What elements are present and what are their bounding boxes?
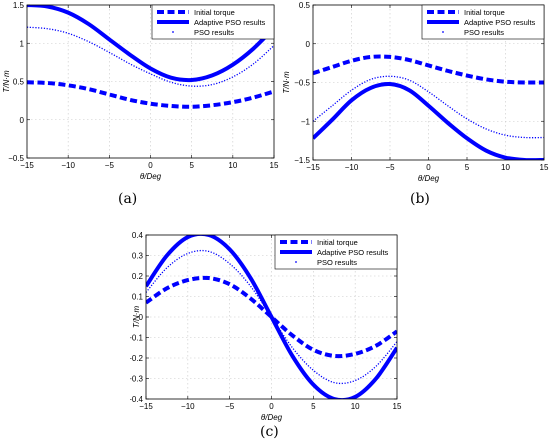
y-axis-label: T/N·m — [2, 70, 11, 93]
y-tick-label: 0.5 — [13, 78, 25, 87]
legend-label: Adaptive PSO results — [194, 18, 266, 27]
y-tick-label: 1 — [20, 39, 25, 48]
legend-label: Initial torque — [317, 238, 358, 247]
x-axis-label: θ/Deg — [418, 174, 440, 183]
x-tick-label: −10 — [345, 163, 359, 172]
y-tick-label: 1.5 — [13, 1, 25, 10]
x-tick-label: −5 — [105, 161, 115, 170]
series-line — [146, 275, 397, 359]
x-tick-label: 15 — [540, 163, 549, 172]
x-tick-label: 5 — [311, 402, 316, 411]
series-line — [27, 5, 274, 83]
legend-label: PSO results — [194, 28, 234, 37]
y-tick-label: 0.4 — [132, 231, 144, 240]
x-tick-label: 5 — [189, 161, 194, 170]
x-tick-label: −15 — [20, 161, 34, 170]
x-axis-label: θ/Deg — [140, 172, 162, 181]
x-axis-label: θ/Deg — [261, 413, 283, 422]
y-axis-label: T/N·m — [282, 71, 291, 94]
y-tick-label: −0.3 — [130, 375, 144, 384]
y-tick-label: −0.4 — [130, 395, 144, 404]
plot-frame — [26, 4, 275, 159]
panel-caption-b: (b) — [410, 191, 430, 207]
legend-marker — [172, 31, 174, 33]
y-tick-label: 0 — [20, 116, 25, 125]
legend-label: Initial torque — [194, 8, 235, 17]
y-tick-label: −0.1 — [130, 334, 144, 343]
x-tick-label: 15 — [393, 402, 402, 411]
x-tick-label: −5 — [385, 163, 395, 172]
series-line — [313, 54, 544, 85]
y-tick-label: 0.1 — [132, 293, 144, 302]
panel-caption-c: (c) — [260, 424, 279, 440]
y-tick-label: 0.5 — [299, 1, 311, 10]
y-tick-label: 0.3 — [132, 252, 144, 261]
legend-label: PSO results — [317, 258, 357, 267]
legend-label: Initial torque — [464, 8, 505, 17]
panel-caption-a: (a) — [118, 191, 138, 207]
x-tick-label: −15 — [139, 402, 153, 411]
legend-marker — [295, 261, 297, 263]
x-tick-label: 0 — [426, 163, 431, 172]
x-tick-label: 5 — [465, 163, 470, 172]
y-axis-label: T/N·m — [132, 306, 141, 329]
x-tick-label: 15 — [270, 161, 279, 170]
y-tick-label: 0.2 — [132, 272, 144, 281]
series-line — [146, 249, 397, 385]
x-tick-label: −10 — [61, 161, 75, 170]
legend-label: PSO results — [464, 28, 504, 37]
x-tick-label: −5 — [225, 402, 235, 411]
series-group — [146, 235, 397, 399]
x-tick-label: 10 — [228, 161, 237, 170]
series-group — [313, 54, 544, 160]
legend-label: Adaptive PSO results — [317, 248, 389, 257]
x-tick-label: 0 — [269, 402, 274, 411]
plot-frame — [145, 234, 398, 400]
x-tick-label: 10 — [351, 402, 360, 411]
y-tick-label: −0.5 — [8, 154, 24, 163]
y-tick-label: −0.2 — [130, 354, 144, 363]
y-tick-label: 0 — [139, 313, 144, 322]
x-tick-label: 10 — [501, 163, 510, 172]
legend-marker — [442, 31, 444, 33]
legend-label: Adaptive PSO results — [464, 18, 536, 27]
series-line — [313, 81, 544, 160]
y-tick-label: 0 — [306, 40, 311, 49]
x-tick-label: −15 — [306, 163, 320, 172]
x-tick-label: 0 — [148, 161, 153, 170]
chart-panel-c: −15 −10 −5 0 5 10 15 −0.4 −0.3 −0.2 −0.1 0 0.1 0.2 0.3… — [130, 231, 402, 422]
y-tick-label: −1.5 — [294, 156, 310, 165]
series-line — [27, 26, 274, 87]
chart-panel-a: −15 −10 −5 0 5 10 15 −0.5 0 0.5 1 1.5 Initial torque… — [2, 1, 279, 181]
chart-panel-b: −15 −10 −5 0 5 10 15 −1.5 −1 −0.5 0 0.5 Initial torq… — [282, 1, 549, 183]
y-tick-label: −0.5 — [294, 79, 310, 88]
x-tick-label: −10 — [181, 402, 195, 411]
y-tick-label: −1 — [301, 117, 311, 126]
series-group — [27, 5, 274, 109]
